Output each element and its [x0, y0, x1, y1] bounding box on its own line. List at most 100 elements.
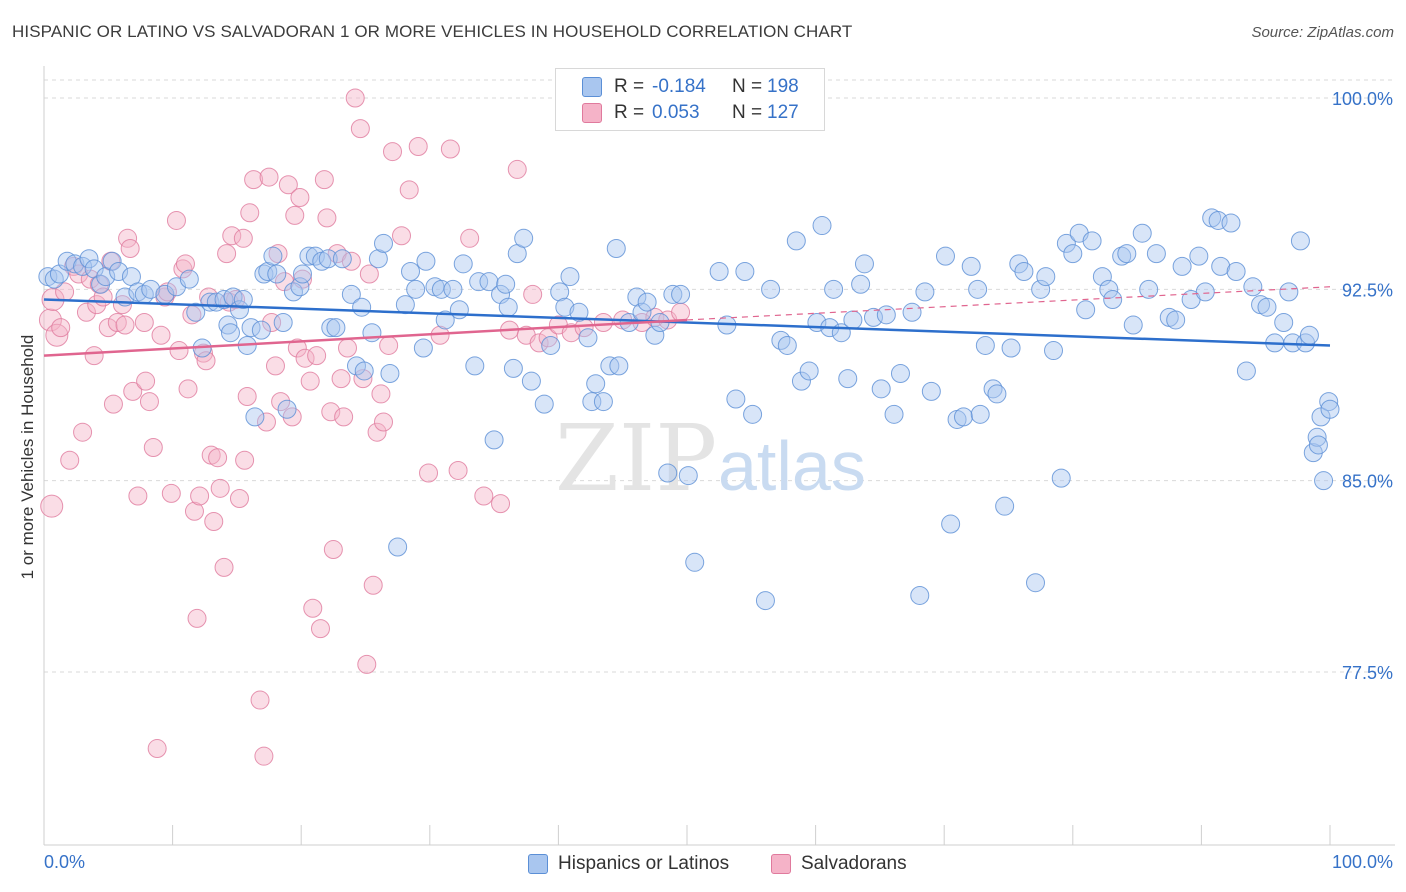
data-point [107, 312, 127, 332]
data-point [314, 170, 334, 190]
data-point [380, 364, 400, 384]
data-point [791, 371, 811, 391]
data-point [65, 254, 85, 274]
data-point [440, 139, 460, 159]
data-point [332, 249, 352, 269]
n-label: N = [732, 76, 763, 97]
data-point [169, 341, 189, 361]
data-point [449, 300, 469, 320]
data-point [1014, 261, 1034, 281]
watermark-zip: ZIP [555, 405, 717, 512]
data-point [235, 450, 255, 470]
data-point [51, 318, 71, 338]
data-point [345, 88, 365, 108]
legend-item-hispanic[interactable]: Hispanics or Latinos [528, 852, 729, 876]
data-point [250, 690, 270, 710]
data-point [975, 335, 995, 355]
data-point [367, 422, 387, 442]
data-point [431, 279, 451, 299]
data-point [147, 739, 167, 759]
data-point [290, 277, 310, 297]
data-point [334, 407, 354, 427]
data-point [609, 356, 629, 376]
data-point [443, 279, 463, 299]
data-point [79, 249, 99, 269]
data-point [60, 450, 80, 470]
data-point [637, 292, 657, 312]
data-point [586, 374, 606, 394]
data-point [217, 244, 237, 264]
data-point [541, 335, 561, 355]
data-point [786, 231, 806, 251]
stats-legend: R = -0.184 N = 198 R = 0.053 N = 127 [555, 68, 825, 131]
data-point [237, 386, 257, 406]
data-point [1139, 279, 1159, 299]
data-point [245, 407, 265, 427]
data-point [582, 392, 602, 412]
data-point [44, 269, 64, 289]
data-point [474, 486, 494, 506]
y-tick-label: 92.5% [1342, 280, 1393, 300]
data-point [569, 302, 589, 322]
legend-item-salvadoran[interactable]: Salvadorans [771, 852, 907, 876]
data-point [838, 369, 858, 389]
data-point [1319, 392, 1339, 412]
trend-lines [43, 286, 1331, 357]
data-point [935, 246, 955, 266]
data-point [277, 399, 297, 419]
data-point [157, 282, 177, 302]
data-point [406, 279, 426, 299]
salvadoran-trend-extension [686, 286, 1331, 321]
data-point [884, 404, 904, 424]
data-point [1103, 290, 1123, 310]
data-point [1299, 325, 1319, 345]
data-point [1172, 256, 1192, 276]
data-point [123, 381, 143, 401]
data-point [812, 216, 832, 236]
y-tick-label: 77.5% [1342, 663, 1393, 683]
data-point [244, 170, 264, 190]
r-label: R = [614, 102, 645, 123]
data-point [761, 279, 781, 299]
data-point [453, 254, 473, 274]
data-point [331, 369, 351, 389]
blue-swatch-icon [528, 854, 548, 874]
data-point [196, 351, 216, 371]
data-point [1211, 256, 1231, 276]
y-tick-labels: 100.0% 92.5% 85.0% 77.5% [1332, 89, 1393, 683]
n-value: 127 [767, 102, 799, 123]
data-point [1308, 435, 1328, 455]
data-point [953, 407, 973, 427]
data-point [460, 228, 480, 248]
data-point [465, 356, 485, 376]
data-point [578, 328, 598, 348]
data-point [1117, 244, 1137, 264]
data-point [295, 348, 315, 368]
data-point [73, 256, 93, 276]
data-point [218, 315, 238, 335]
legend-row-salvadoran: R = 0.053 N = 127 [582, 101, 799, 125]
data-point [263, 246, 283, 266]
pink-swatch-icon [771, 854, 791, 874]
data-point [350, 119, 370, 139]
data-point [359, 264, 379, 284]
hispanic-trend-line [43, 298, 1331, 347]
data-point [1031, 279, 1051, 299]
data-point [1236, 361, 1256, 381]
data-point [151, 325, 171, 345]
data-point [1307, 427, 1327, 447]
data-point [910, 585, 930, 605]
data-point [1112, 246, 1132, 266]
data-point [318, 249, 338, 269]
data-point [354, 361, 374, 381]
data-point [141, 279, 161, 299]
data-point [1243, 277, 1263, 297]
data-point [593, 392, 613, 412]
y-axis-label: 1 or more Vehicles in Household [18, 334, 37, 580]
data-point [307, 346, 327, 366]
data-point [671, 302, 691, 322]
r-value: -0.184 [652, 76, 706, 97]
data-point [755, 591, 775, 611]
data-point [256, 412, 276, 432]
data-point [357, 654, 377, 674]
